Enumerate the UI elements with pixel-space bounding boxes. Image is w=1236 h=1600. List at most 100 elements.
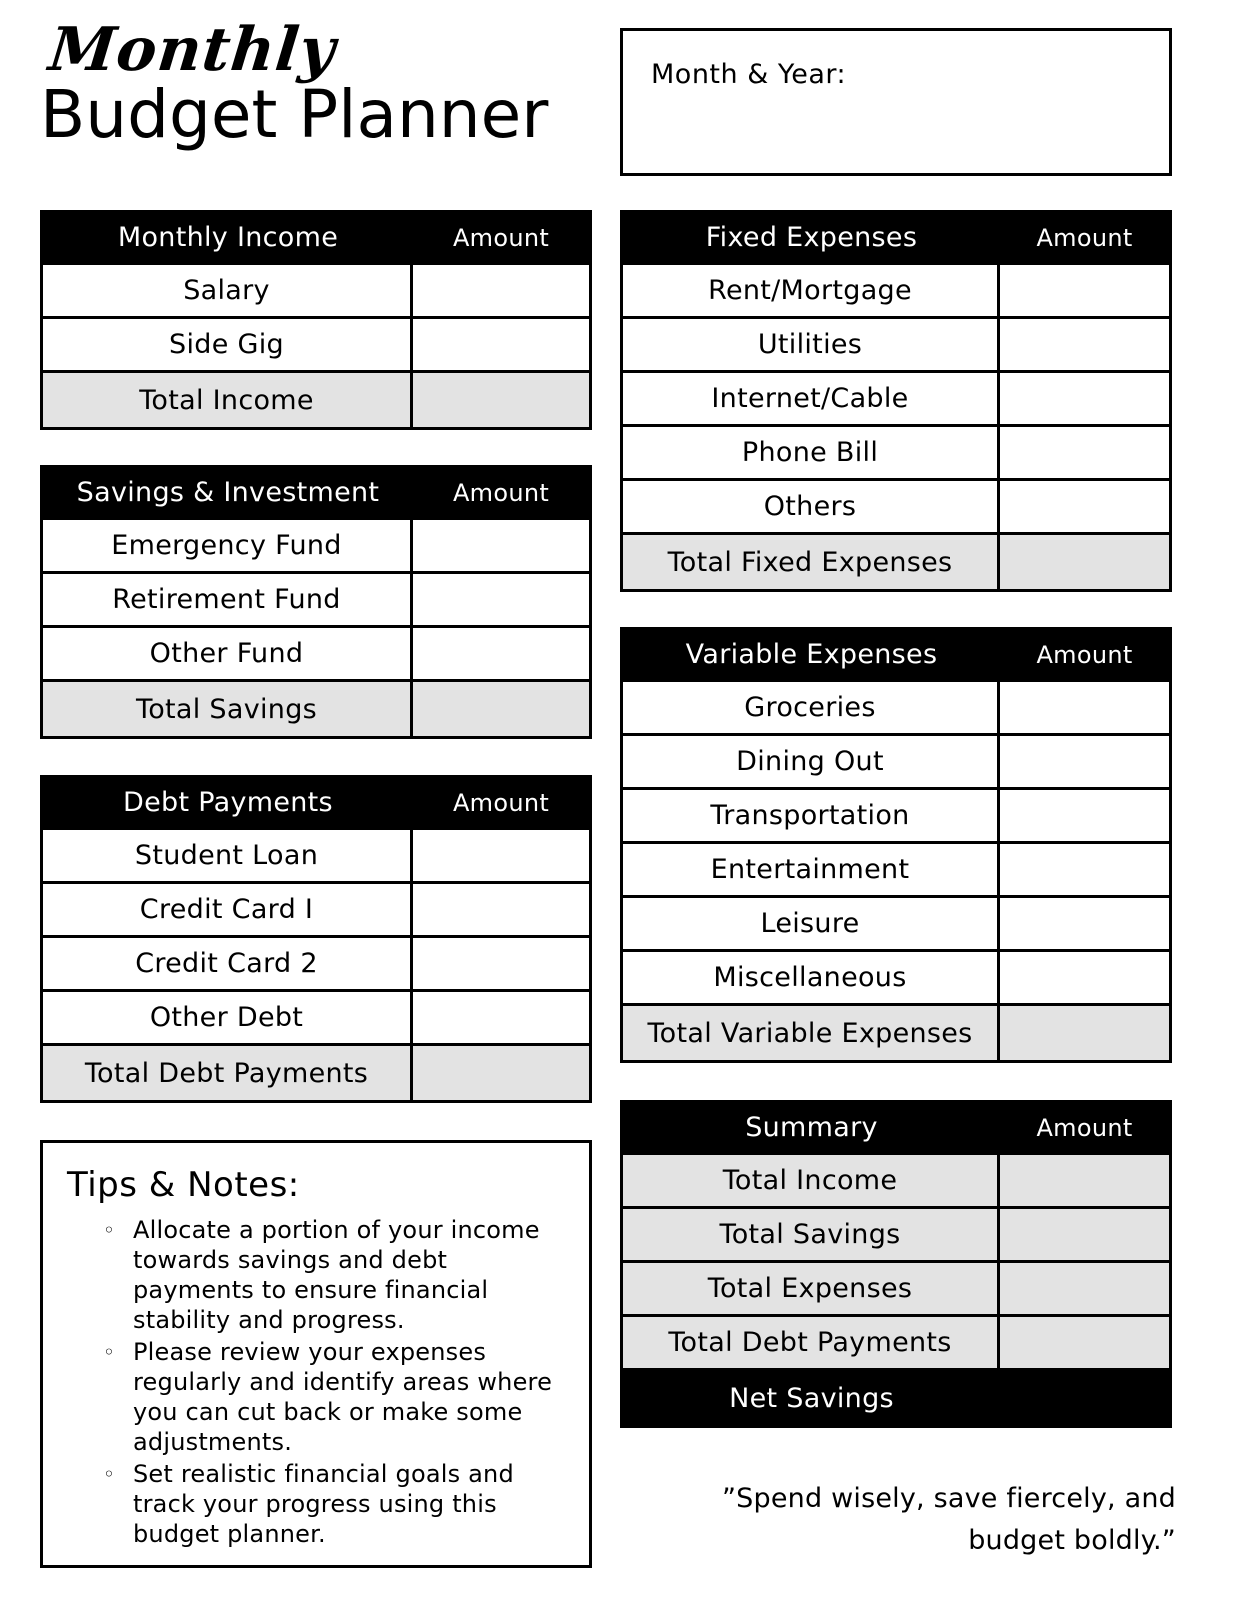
- table-title: Variable Expenses: [685, 639, 938, 670]
- total-amount-cell[interactable]: [413, 1046, 589, 1100]
- net-savings-label: Net Savings: [729, 1382, 894, 1414]
- tips-title: Tips & Notes:: [67, 1165, 300, 1205]
- amount-input-cell[interactable]: [1000, 682, 1169, 733]
- total-label: Total Fixed Expenses: [623, 535, 1000, 589]
- table-summary: Summary Amount Total Income Total Saving…: [620, 1100, 1172, 1428]
- amount-input-cell[interactable]: [413, 520, 589, 571]
- amount-input-cell[interactable]: [1000, 319, 1169, 370]
- table-total-row: Total Fixed Expenses: [623, 535, 1169, 589]
- row-label: Phone Bill: [623, 427, 1000, 478]
- table-row: Leisure: [623, 898, 1169, 952]
- list-item-text: Please review your expenses regularly an…: [133, 1338, 553, 1456]
- amount-input-cell[interactable]: [413, 574, 589, 625]
- table-row: Miscellaneous: [623, 952, 1169, 1006]
- table-header-row: Monthly Income Amount: [43, 213, 589, 265]
- amount-input-cell[interactable]: [1000, 790, 1169, 841]
- row-label: Utilities: [623, 319, 1000, 370]
- amount-input-cell[interactable]: [413, 628, 589, 679]
- amount-input-cell[interactable]: [1000, 1155, 1169, 1206]
- list-item: ◦ Set realistic financial goals and trac…: [103, 1459, 567, 1549]
- table-row: Side Gig: [43, 319, 589, 373]
- table-row: Groceries: [623, 682, 1169, 736]
- row-label: Others: [623, 481, 1000, 532]
- list-item: ◦ Please review your expenses regularly …: [103, 1337, 567, 1457]
- table-row: Dining Out: [623, 736, 1169, 790]
- table-row: Credit Card 2: [43, 938, 589, 992]
- table-total-row: Total Variable Expenses: [623, 1006, 1169, 1060]
- list-item-text: Set realistic financial goals and track …: [133, 1460, 514, 1548]
- table-header-row: Variable Expenses Amount: [623, 630, 1169, 682]
- table-total-row: Total Debt Payments: [43, 1046, 589, 1100]
- amount-input-cell[interactable]: [1000, 844, 1169, 895]
- row-label: Groceries: [623, 682, 1000, 733]
- amount-input-cell[interactable]: [1000, 736, 1169, 787]
- table-title: Monthly Income: [117, 222, 339, 253]
- amount-column-header: Amount: [1036, 223, 1133, 252]
- table-row: Retirement Fund: [43, 574, 589, 628]
- row-label: Other Fund: [43, 628, 413, 679]
- table-row: Student Loan: [43, 830, 589, 884]
- amount-column-header: Amount: [1036, 640, 1133, 669]
- row-label: Retirement Fund: [43, 574, 413, 625]
- total-amount-cell[interactable]: [413, 373, 589, 427]
- page-title: Monthly Budget Planner: [40, 15, 600, 152]
- month-year-box[interactable]: Month & Year:: [620, 28, 1172, 176]
- row-label: Rent/Mortgage: [623, 265, 1000, 316]
- row-label: Side Gig: [43, 319, 413, 370]
- row-label: Total Income: [623, 1155, 1000, 1206]
- table-title: Summary: [745, 1112, 878, 1143]
- table-row: Credit Card I: [43, 884, 589, 938]
- net-savings-row: Net Savings: [623, 1371, 1169, 1425]
- table-title: Debt Payments: [123, 787, 333, 818]
- total-amount-cell[interactable]: [1000, 535, 1169, 589]
- circle-bullet-icon: ◦: [103, 1218, 115, 1242]
- amount-input-cell[interactable]: [1000, 265, 1169, 316]
- row-label: Total Debt Payments: [623, 1317, 1000, 1368]
- row-label: Credit Card I: [43, 884, 413, 935]
- table-variable-expenses: Variable Expenses Amount Groceries Dinin…: [620, 627, 1172, 1063]
- table-row: Other Fund: [43, 628, 589, 682]
- table-row: Utilities: [623, 319, 1169, 373]
- row-label: Leisure: [623, 898, 1000, 949]
- amount-input-cell[interactable]: [413, 319, 589, 370]
- tips-list: ◦ Allocate a portion of your income towa…: [67, 1215, 567, 1549]
- amount-input-cell[interactable]: [1000, 1317, 1169, 1368]
- amount-input-cell[interactable]: [413, 830, 589, 881]
- amount-input-cell[interactable]: [1000, 373, 1169, 424]
- row-label: Student Loan: [43, 830, 413, 881]
- amount-input-cell[interactable]: [1000, 1209, 1169, 1260]
- table-header-row: Fixed Expenses Amount: [623, 213, 1169, 265]
- table-row: Entertainment: [623, 844, 1169, 898]
- amount-input-cell[interactable]: [413, 265, 589, 316]
- amount-input-cell[interactable]: [1000, 481, 1169, 532]
- amount-input-cell[interactable]: [1000, 427, 1169, 478]
- total-amount-cell[interactable]: [413, 682, 589, 736]
- table-row: Total Expenses: [623, 1263, 1169, 1317]
- amount-column-header: Amount: [1036, 1113, 1133, 1142]
- row-label: Dining Out: [623, 736, 1000, 787]
- row-label: Entertainment: [623, 844, 1000, 895]
- table-row: Total Income: [623, 1155, 1169, 1209]
- total-amount-cell[interactable]: [1000, 1006, 1169, 1060]
- row-label: Internet/Cable: [623, 373, 1000, 424]
- table-header-row: Savings & Investment Amount: [43, 468, 589, 520]
- amount-input-cell[interactable]: [413, 992, 589, 1043]
- table-row: Phone Bill: [623, 427, 1169, 481]
- net-savings-amount-cell[interactable]: [1000, 1371, 1169, 1425]
- amount-input-cell[interactable]: [413, 938, 589, 989]
- amount-input-cell[interactable]: [413, 884, 589, 935]
- amount-input-cell[interactable]: [1000, 1263, 1169, 1314]
- table-row: Emergency Fund: [43, 520, 589, 574]
- table-header-row: Debt Payments Amount: [43, 778, 589, 830]
- amount-input-cell[interactable]: [1000, 952, 1169, 1003]
- table-row: Other Debt: [43, 992, 589, 1046]
- table-title: Fixed Expenses: [705, 222, 918, 253]
- tips-and-notes-box: Tips & Notes: ◦ Allocate a portion of yo…: [40, 1140, 592, 1568]
- circle-bullet-icon: ◦: [103, 1462, 115, 1486]
- row-label: Total Expenses: [623, 1263, 1000, 1314]
- total-label: Total Savings: [43, 682, 413, 736]
- amount-input-cell[interactable]: [1000, 898, 1169, 949]
- table-total-row: Total Income: [43, 373, 589, 427]
- table-row: Total Debt Payments: [623, 1317, 1169, 1371]
